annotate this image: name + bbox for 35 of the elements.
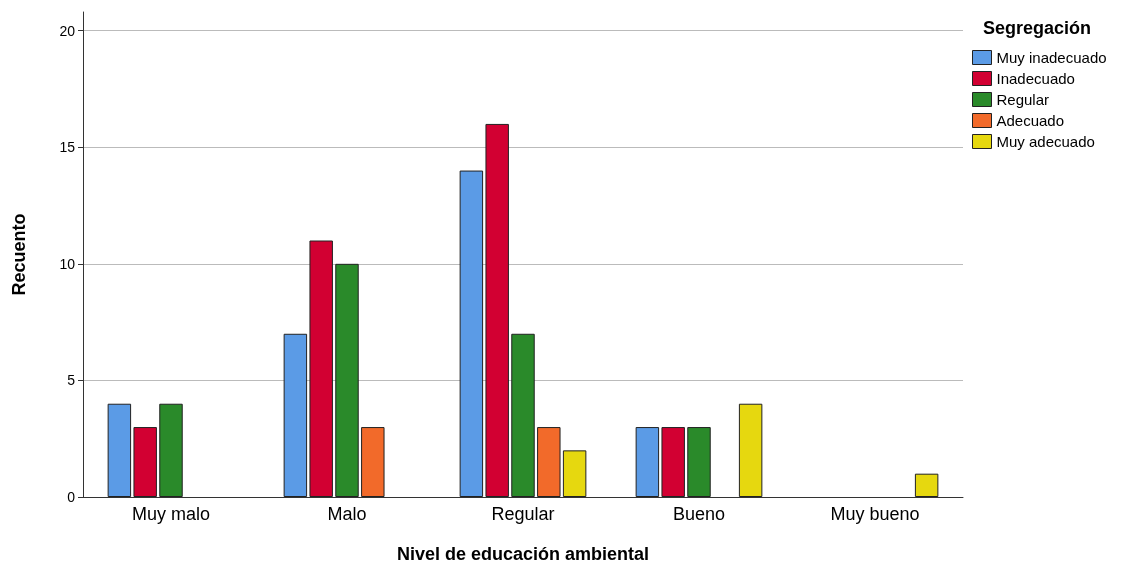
x-tick-label: Bueno	[672, 504, 726, 524]
y-axis-title: Recuento	[9, 213, 29, 296]
y-tick-label: 10	[59, 255, 76, 272]
bar	[562, 450, 587, 497]
legend-label: Inadecuado	[996, 70, 1075, 87]
y-tick-label: 5	[67, 372, 76, 389]
bar	[335, 263, 359, 497]
bar	[361, 427, 385, 497]
x-tick-label: Muy bueno	[830, 504, 920, 524]
legend-label: Regular	[996, 91, 1050, 108]
legend-label: Muy adecuado	[996, 133, 1095, 150]
x-tick-label: Malo	[327, 504, 367, 524]
bar	[283, 333, 308, 497]
bar	[687, 427, 711, 497]
legend-label: Adecuado	[996, 112, 1065, 129]
x-tick-label: Regular	[491, 504, 555, 524]
bar	[511, 333, 535, 497]
y-tick-label: 20	[59, 22, 76, 39]
bar	[107, 403, 132, 497]
bar	[661, 427, 685, 497]
bar	[133, 427, 157, 497]
y-tick-label: 15	[59, 139, 76, 156]
bar	[537, 427, 561, 497]
bar	[738, 403, 763, 497]
bar	[459, 170, 484, 497]
legend-label: Muy inadecuado	[996, 49, 1107, 66]
bar	[159, 403, 183, 497]
bar	[309, 240, 333, 497]
bar	[485, 123, 509, 497]
legend-title: Segregación	[983, 18, 1092, 38]
bar	[635, 427, 660, 497]
x-axis-title: Nivel de educación ambiental	[396, 544, 650, 564]
x-tick-label: Muy malo	[131, 504, 211, 524]
bar	[914, 473, 939, 497]
y-tick-label: 0	[67, 489, 76, 505]
